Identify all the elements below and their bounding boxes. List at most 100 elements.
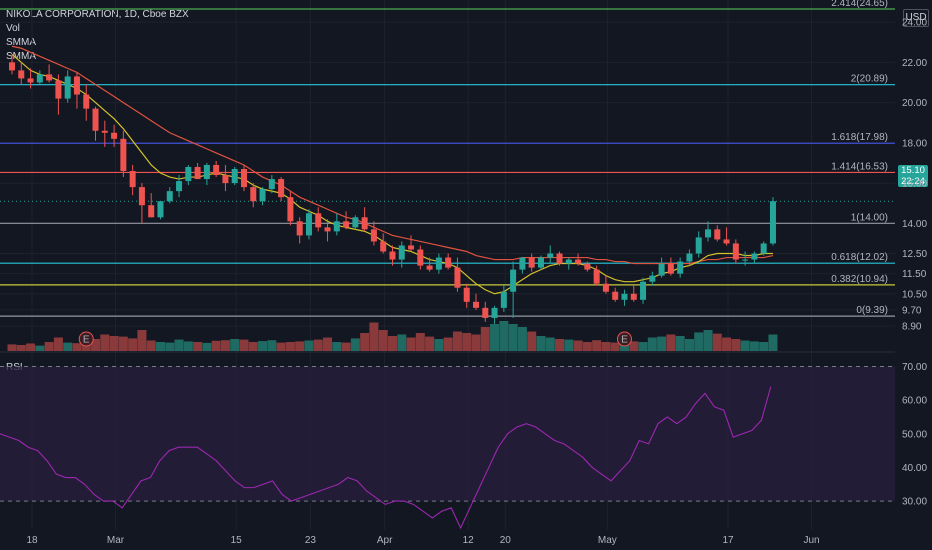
candle-body[interactable] bbox=[380, 241, 387, 252]
candle-body[interactable] bbox=[602, 283, 609, 292]
candle-body[interactable] bbox=[473, 301, 479, 308]
candle-body[interactable] bbox=[695, 237, 702, 254]
candle-body[interactable] bbox=[769, 201, 776, 244]
candle-body[interactable] bbox=[27, 78, 34, 83]
candle-body[interactable] bbox=[742, 259, 749, 261]
candle-body[interactable] bbox=[435, 257, 442, 270]
smma-legend-fast[interactable]: SMMA bbox=[6, 37, 36, 48]
volume-bar bbox=[100, 334, 110, 351]
candles bbox=[9, 54, 776, 324]
candle-body[interactable] bbox=[120, 138, 127, 172]
candle-body[interactable] bbox=[528, 257, 535, 268]
candle-body[interactable] bbox=[519, 257, 526, 270]
candle-body[interactable] bbox=[426, 265, 433, 270]
candle-body[interactable] bbox=[686, 253, 693, 262]
candle-body[interactable] bbox=[751, 253, 758, 260]
candle-body[interactable] bbox=[157, 201, 164, 218]
candle-body[interactable] bbox=[491, 307, 498, 318]
candle-body[interactable] bbox=[324, 227, 331, 232]
candle-body[interactable] bbox=[463, 287, 470, 302]
candle-body[interactable] bbox=[194, 166, 201, 180]
candle-body[interactable] bbox=[231, 169, 238, 184]
candle-body[interactable] bbox=[46, 74, 53, 81]
candle-body[interactable] bbox=[361, 217, 368, 230]
candle-body[interactable] bbox=[677, 261, 684, 274]
candle-body[interactable] bbox=[241, 169, 247, 188]
candle-body[interactable] bbox=[315, 213, 322, 228]
volume-bar bbox=[768, 334, 778, 351]
candle-body[interactable] bbox=[408, 245, 415, 250]
candle-body[interactable] bbox=[203, 164, 210, 180]
candle-body[interactable] bbox=[575, 259, 582, 264]
candle-body[interactable] bbox=[352, 217, 359, 228]
candle-body[interactable] bbox=[268, 179, 275, 190]
smma-slow-line[interactable] bbox=[11, 45, 774, 265]
candle-body[interactable] bbox=[55, 80, 62, 99]
candle-body[interactable] bbox=[176, 181, 183, 192]
candle-body[interactable] bbox=[510, 269, 517, 292]
candle-body[interactable] bbox=[92, 108, 99, 131]
candle-body[interactable] bbox=[185, 166, 192, 182]
volume-legend[interactable]: Vol bbox=[6, 23, 20, 34]
candle-body[interactable] bbox=[482, 307, 489, 318]
candle-body[interactable] bbox=[259, 189, 266, 202]
candle-body[interactable] bbox=[18, 70, 25, 79]
candle-body[interactable] bbox=[714, 229, 721, 240]
price-axis-tick: 14.00 bbox=[902, 219, 927, 230]
candle-body[interactable] bbox=[584, 263, 591, 270]
candle-body[interactable] bbox=[166, 191, 173, 202]
fib-level-label: 1.414(16.53) bbox=[831, 161, 888, 172]
smma-legend-slow[interactable]: SMMA bbox=[6, 51, 36, 62]
candle-body[interactable] bbox=[565, 259, 572, 264]
candle-body[interactable] bbox=[111, 132, 118, 139]
candle-body[interactable] bbox=[333, 221, 340, 232]
candle-body[interactable] bbox=[129, 171, 136, 188]
candle-body[interactable] bbox=[723, 239, 730, 244]
candle-body[interactable] bbox=[445, 257, 452, 268]
candle-body[interactable] bbox=[213, 164, 220, 176]
candle-body[interactable] bbox=[658, 263, 665, 276]
candle-body[interactable] bbox=[417, 249, 424, 266]
volume-bar bbox=[527, 331, 537, 351]
candle-body[interactable] bbox=[278, 179, 285, 198]
candle-body[interactable] bbox=[612, 291, 619, 300]
candle-body[interactable] bbox=[649, 275, 656, 282]
candle-body[interactable] bbox=[148, 205, 155, 218]
symbol-title[interactable]: NIKOLA CORPORATION, 1D, Cboe BZX bbox=[6, 9, 189, 20]
candle-body[interactable] bbox=[343, 221, 350, 228]
candle-body[interactable] bbox=[621, 293, 628, 300]
candle-body[interactable] bbox=[640, 281, 647, 300]
candle-body[interactable] bbox=[64, 76, 71, 99]
candle-body[interactable] bbox=[101, 130, 108, 133]
candle-body[interactable] bbox=[500, 291, 507, 308]
candle-body[interactable] bbox=[296, 221, 303, 236]
candle-body[interactable] bbox=[73, 76, 80, 95]
candle-body[interactable] bbox=[760, 243, 767, 254]
volume-bar bbox=[573, 340, 583, 351]
candle-body[interactable] bbox=[398, 245, 405, 260]
candle-body[interactable] bbox=[250, 187, 257, 202]
rsi-line[interactable] bbox=[0, 386, 772, 530]
candle-body[interactable] bbox=[630, 293, 637, 300]
candle-body[interactable] bbox=[593, 269, 600, 284]
candle-body[interactable] bbox=[556, 253, 563, 264]
candle-body[interactable] bbox=[83, 94, 90, 109]
currency-label[interactable]: USD bbox=[903, 9, 929, 27]
candle-body[interactable] bbox=[9, 62, 15, 71]
candle-body[interactable] bbox=[138, 187, 145, 206]
candle-body[interactable] bbox=[287, 197, 294, 222]
candle-body[interactable] bbox=[454, 267, 461, 288]
candle-body[interactable] bbox=[370, 229, 377, 242]
candle-body[interactable] bbox=[732, 243, 739, 260]
candle-body[interactable] bbox=[36, 74, 43, 83]
earnings-marker[interactable] bbox=[616, 331, 632, 347]
candle-body[interactable] bbox=[537, 257, 544, 268]
candle-body[interactable] bbox=[705, 229, 711, 238]
candle-body[interactable] bbox=[222, 175, 229, 184]
candle-body[interactable] bbox=[305, 213, 312, 236]
candle-body[interactable] bbox=[667, 263, 674, 274]
candle-body[interactable] bbox=[389, 251, 396, 260]
earnings-marker[interactable] bbox=[78, 331, 94, 347]
candle-body[interactable] bbox=[547, 253, 554, 258]
